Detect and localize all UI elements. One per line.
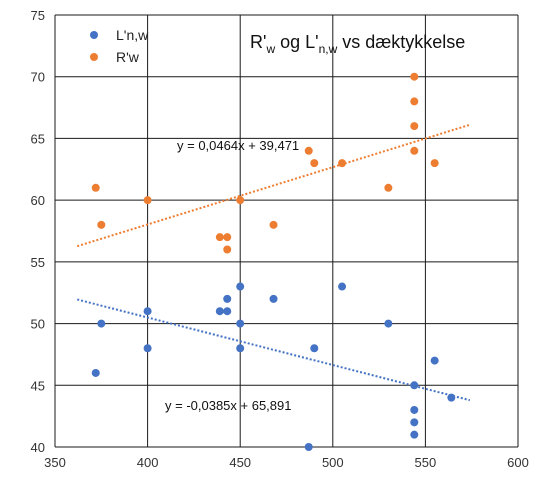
x-tick-label-4: 550	[415, 455, 437, 470]
point-series-1-0	[91, 183, 100, 192]
trendline-series-1	[76, 123, 471, 248]
y-tick-label-2: 50	[31, 317, 45, 332]
trendlines	[76, 123, 471, 402]
point-series-1-16	[430, 159, 439, 168]
point-series-1-15	[410, 146, 419, 155]
x-tick-label-5: 600	[507, 455, 529, 470]
point-series-1-8	[304, 146, 313, 155]
point-series-1-9	[310, 159, 319, 168]
data-points	[91, 72, 456, 451]
y-tick-label-5: 65	[31, 131, 45, 146]
point-series-0-20	[447, 393, 456, 402]
y-tick-label-4: 60	[31, 193, 45, 208]
legend-label-lnw: L'n,w	[116, 27, 149, 43]
y-tick-label-3: 55	[31, 255, 45, 270]
point-series-1-1	[97, 220, 106, 229]
point-series-0-19	[430, 356, 439, 365]
point-series-0-5	[223, 294, 232, 303]
trendline-equation-rw: y = 0,0464x + 39,471	[177, 138, 299, 153]
point-series-0-14	[384, 319, 393, 328]
trendline-series-0	[76, 298, 471, 402]
point-series-0-2	[143, 307, 152, 316]
y-tick-label-1: 45	[31, 378, 45, 393]
y-tick-label-0: 40	[31, 440, 45, 455]
point-series-1-3	[215, 233, 224, 242]
point-series-1-2	[143, 196, 152, 205]
point-series-1-7	[269, 220, 278, 229]
point-series-0-6	[223, 307, 232, 316]
point-series-1-12	[410, 72, 419, 81]
point-series-0-3	[143, 344, 152, 353]
point-series-0-13	[338, 282, 347, 291]
grid-lines	[54, 14, 519, 448]
point-series-0-8	[236, 319, 245, 328]
point-series-0-0	[91, 368, 100, 377]
point-series-1-4	[223, 233, 232, 242]
x-axis-tick-labels: 350 400 450 500 550 600	[44, 455, 529, 470]
y-axis-tick-labels: 40 45 50 55 60 65 70 75	[31, 8, 45, 455]
point-series-0-18	[410, 430, 419, 439]
x-tick-label-1: 400	[137, 455, 159, 470]
point-series-0-9	[236, 344, 245, 353]
point-series-1-11	[384, 183, 393, 192]
point-series-0-7	[236, 282, 245, 291]
legend-label-rw: R'w	[116, 49, 140, 65]
point-series-0-16	[410, 405, 419, 414]
point-series-1-6	[236, 196, 245, 205]
legend-marker-rw	[90, 53, 98, 61]
legend-marker-lnw	[90, 31, 98, 39]
chart-title: R'w og L'n,w vs dæktykkelse	[250, 32, 465, 56]
point-series-0-11	[304, 443, 313, 451]
point-series-1-13	[410, 97, 419, 106]
point-series-0-17	[410, 418, 419, 427]
point-series-1-10	[338, 159, 347, 168]
point-series-1-5	[223, 245, 232, 254]
y-tick-label-6: 70	[31, 70, 45, 85]
y-tick-label-7: 75	[31, 8, 45, 23]
x-tick-label-2: 450	[229, 455, 251, 470]
point-series-0-1	[97, 319, 106, 328]
point-series-1-14	[410, 122, 419, 131]
point-series-0-15	[410, 381, 419, 390]
x-tick-label-0: 350	[44, 455, 66, 470]
point-series-0-10	[269, 294, 278, 303]
trendline-equation-lnw: y = -0,0385x + 65,891	[165, 398, 291, 413]
legend: L'n,w R'w	[90, 27, 149, 65]
point-series-0-4	[215, 307, 224, 316]
point-series-0-12	[310, 344, 319, 353]
x-tick-label-3: 500	[322, 455, 344, 470]
